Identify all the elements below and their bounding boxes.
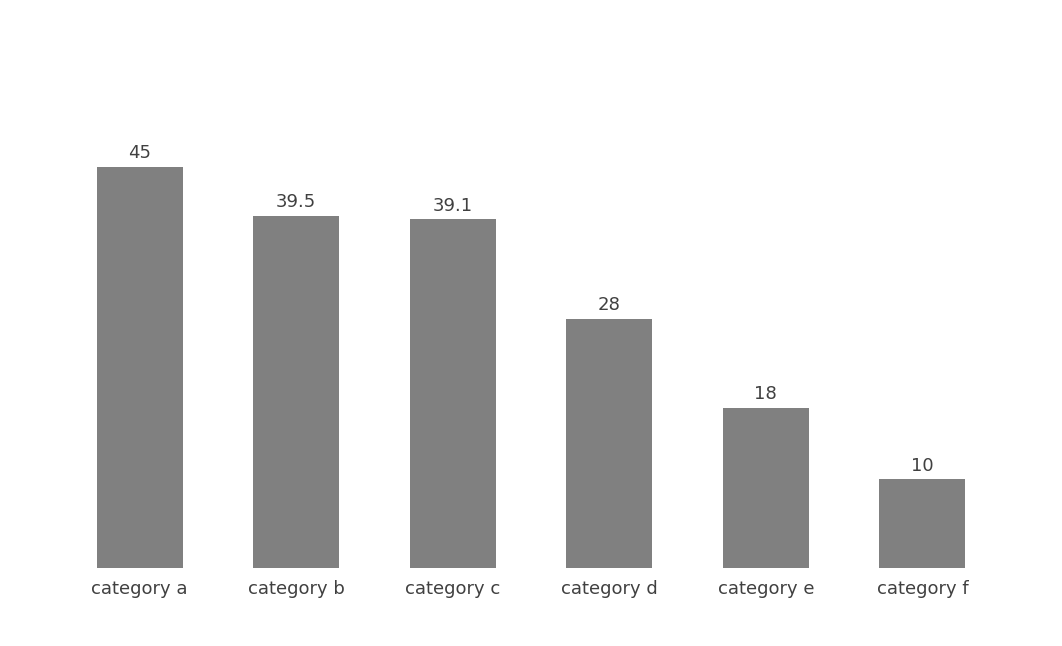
- Bar: [723, 408, 809, 568]
- Bar: [253, 216, 339, 568]
- Bar: [410, 220, 496, 568]
- Text: 28: 28: [598, 296, 620, 314]
- Text: 10: 10: [911, 457, 933, 475]
- Bar: [97, 167, 183, 568]
- Text: 39.1: 39.1: [432, 197, 473, 215]
- Text: 39.5: 39.5: [276, 193, 316, 211]
- Text: 45: 45: [129, 144, 151, 162]
- Text: 18: 18: [754, 385, 777, 403]
- Bar: [879, 479, 965, 568]
- Bar: [566, 318, 652, 568]
